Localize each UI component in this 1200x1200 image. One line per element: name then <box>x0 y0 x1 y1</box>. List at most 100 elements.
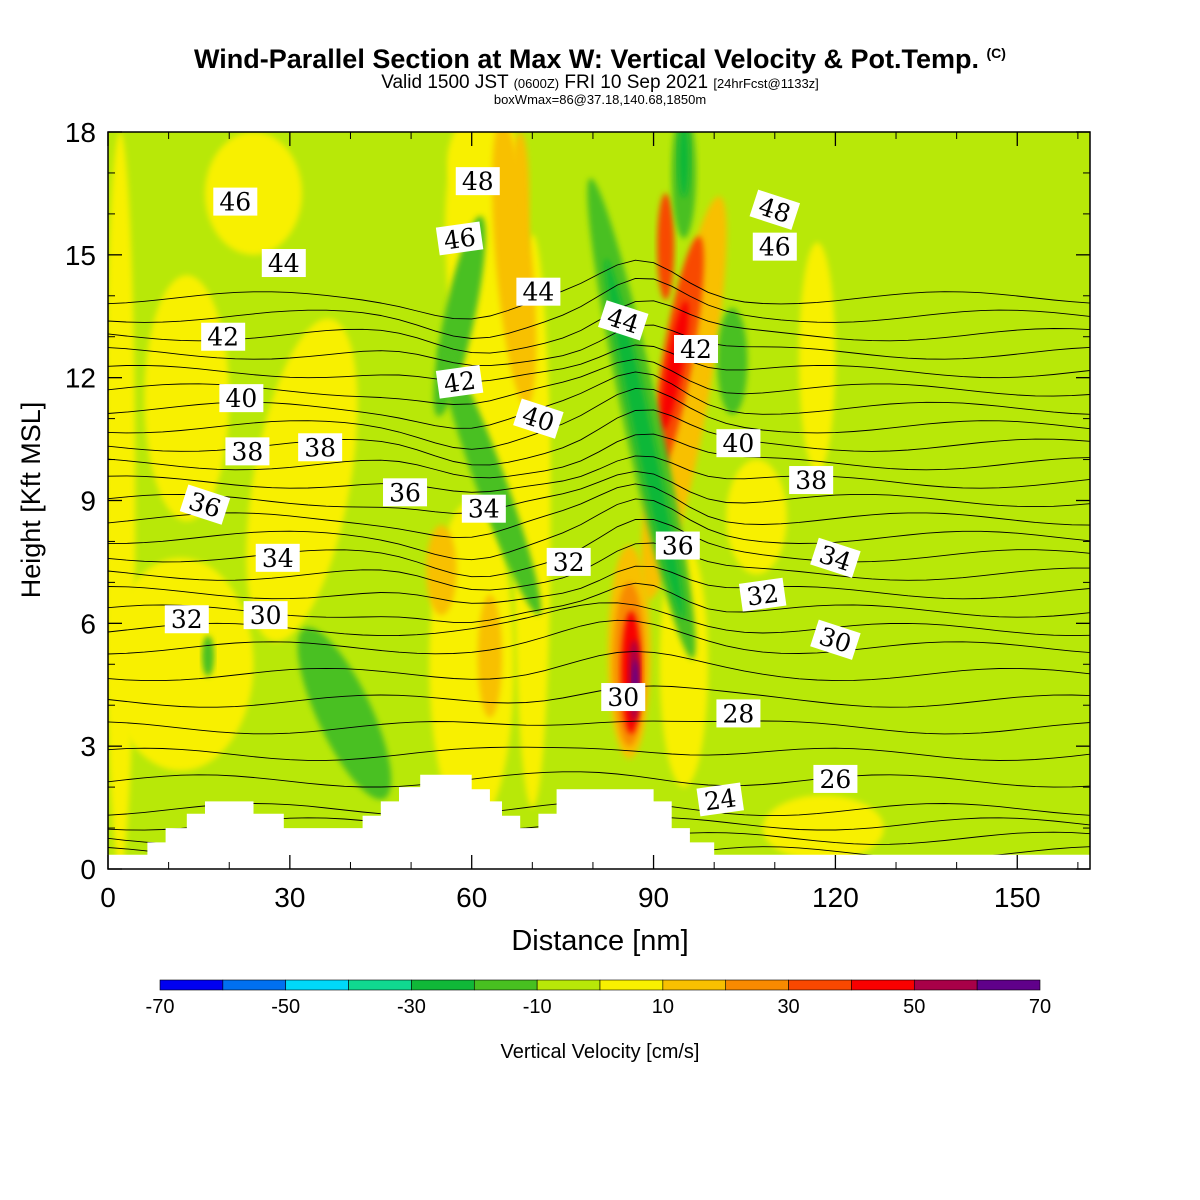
theta-label-box <box>673 335 718 364</box>
theta-label: 30 <box>243 601 288 630</box>
theta-label-box <box>461 494 506 523</box>
theta-contour-line <box>108 483 1090 539</box>
x-axis-label: Distance [nm] <box>511 925 688 957</box>
theta-label-text: 32 <box>745 579 781 612</box>
w-green-col-left-lower <box>438 345 541 615</box>
theta-contour-line <box>108 619 1090 655</box>
theta-label-box <box>813 764 858 793</box>
colorbar-swatch <box>725 979 789 991</box>
theta-label-text: 30 <box>250 601 282 630</box>
theta-label-text: 42 <box>442 366 478 399</box>
theta-label-box <box>810 537 861 578</box>
colorbar-swatch <box>222 979 287 991</box>
theta-label-box <box>298 433 343 462</box>
x-tick-label: 150 <box>994 882 1041 913</box>
w-green-band-core <box>605 258 684 620</box>
colorbar-label: Vertical Velocity [cm/s] <box>501 1041 700 1063</box>
theta-label-box <box>455 167 500 196</box>
theta-label-text: 40 <box>723 429 755 458</box>
theta-label-text: 38 <box>795 466 827 495</box>
theta-label-box <box>597 300 649 341</box>
colorbar-swatch <box>976 979 1041 991</box>
theta-label-text: 40 <box>225 384 257 413</box>
theta-label-text: 38 <box>232 437 264 466</box>
theta-label-box <box>164 605 209 634</box>
colorbar-tick-label: 30 <box>777 996 799 1018</box>
theta-contour-line <box>108 746 1090 761</box>
y-tick-label: 3 <box>80 731 96 762</box>
w-green-low-left <box>201 635 215 677</box>
theta-contour-line <box>108 277 1090 339</box>
theta-contour-line <box>108 433 1090 479</box>
y-tick-label: 15 <box>65 240 96 271</box>
theta-contour-line <box>108 720 1090 735</box>
colorbar-swatch <box>285 979 349 991</box>
vertical-velocity-field <box>108 132 1090 869</box>
theta-contour-line <box>108 324 1090 367</box>
theta-label: 24 <box>696 782 744 817</box>
theta-label: 26 <box>813 764 858 794</box>
theta-label-box <box>738 577 787 612</box>
theta-label-box <box>383 478 428 507</box>
theta-label-box <box>749 189 801 230</box>
theta-label-text: 42 <box>680 335 712 364</box>
theta-label: 38 <box>298 433 343 462</box>
y-axis-label: Height [Kft MSL] <box>16 402 46 599</box>
colorbar-swatch <box>159 979 224 991</box>
valid-utc: (0600Z) <box>513 76 560 91</box>
theta-contour-line <box>108 371 1090 429</box>
theta-label-box <box>213 187 258 216</box>
colorbar-swatch <box>662 979 727 991</box>
theta-contour-line <box>108 344 1090 383</box>
w-orange-left-stem <box>511 132 530 255</box>
theta-label: 42 <box>673 335 718 364</box>
theta-contour-line <box>108 455 1090 493</box>
theta-label-text: 36 <box>389 478 421 507</box>
theta-label: 34 <box>810 537 861 578</box>
theta-contour-line <box>108 498 1090 561</box>
theta-label-box <box>255 543 300 572</box>
theta-label-box <box>696 782 744 817</box>
theta-label-box <box>655 531 700 560</box>
theta-label: 42 <box>201 322 246 352</box>
theta-label-box <box>513 398 564 439</box>
theta-contour-line <box>108 387 1090 450</box>
theta-label-text: 42 <box>207 323 239 352</box>
x-tick-label: 0 <box>100 882 116 913</box>
theta-label-text: 30 <box>607 683 639 712</box>
theta-label-box <box>179 484 231 525</box>
theta-label-text: 24 <box>703 783 739 816</box>
theta-contour-line <box>108 542 1090 591</box>
theta-label: 46 <box>213 187 258 217</box>
theta-label: 46 <box>752 232 797 262</box>
theta-contour-line <box>108 358 1090 405</box>
theta-label-box <box>789 466 834 495</box>
theta-label-text: 32 <box>553 548 585 577</box>
forecast-info: [24hrFcst@1133z] <box>713 76 819 91</box>
theta-label: 32 <box>738 577 787 612</box>
theta-label: 38 <box>225 437 270 466</box>
theta-contour-line <box>108 409 1090 466</box>
colorbar-swatch <box>473 979 538 991</box>
valid-prefix: Valid 1500 JST <box>381 72 509 93</box>
colorbar-tick-label: -70 <box>146 996 175 1018</box>
y-tick-label: 18 <box>65 117 96 148</box>
theta-label-text: 46 <box>759 233 791 262</box>
theta-label-text: 46 <box>442 222 478 255</box>
title-mark: (C) <box>986 45 1006 61</box>
x-tick-label: 30 <box>274 882 305 913</box>
theta-label: 30 <box>601 683 646 712</box>
theta-label: 34 <box>255 543 300 573</box>
w-green-low <box>297 627 392 800</box>
theta-label-box <box>261 249 306 278</box>
y-tick-label: 12 <box>65 363 96 394</box>
theta-label-box <box>225 437 270 466</box>
theta-contours <box>108 259 1090 862</box>
theta-label: 44 <box>516 277 561 307</box>
theta-label-box <box>243 601 288 630</box>
theta-contour-line <box>108 650 1090 682</box>
terrain-mask <box>108 774 1090 869</box>
